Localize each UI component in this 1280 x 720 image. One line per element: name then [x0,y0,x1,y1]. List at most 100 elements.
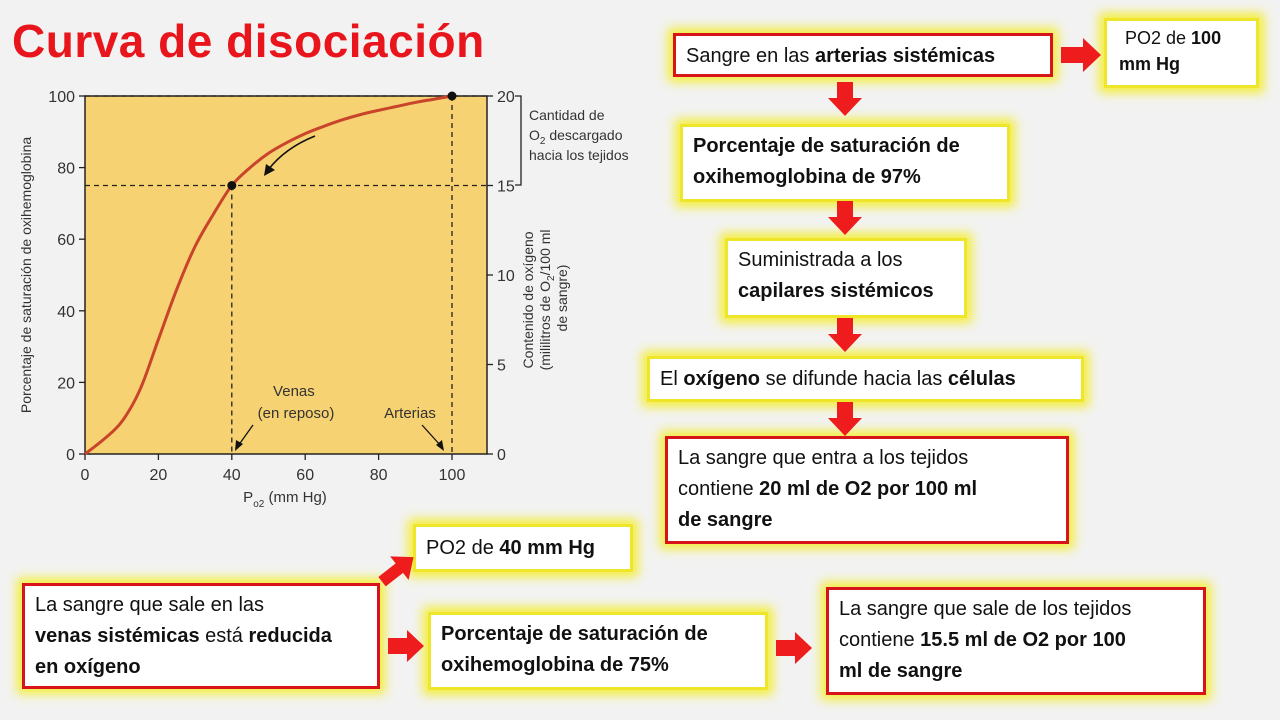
po2-40-pre: PO2 de [426,537,500,559]
venas-pointer-arrow [237,424,254,447]
x-tick-label: 0 [81,467,90,484]
entra-bold3: de sangre [678,509,773,531]
y-tick-label: 0 [66,447,75,464]
venas-bold3: en oxígeno [35,656,141,678]
arrow-down-icon [828,82,862,116]
cantidad-line2-sub: 2 [540,136,546,147]
arrow-down-icon [828,318,862,352]
box-venas-sistemicas: La sangre que sale en las venas sistémic… [22,583,380,689]
y-tick-label: 80 [57,161,75,178]
y-axis-label: Porcentaje de saturación de oxihemoglobi… [18,137,34,414]
po2-40-bold: 40 mm Hg [499,537,595,559]
x-tick-label: 60 [296,467,314,484]
difunde-mid: se difunde hacia las [760,368,948,390]
sale-bold2: 15.5 ml de O2 por 100 [920,629,1126,651]
venas-bold2: reducida [248,625,332,647]
y2-label-line2-sub: 2 [546,275,557,281]
arrow-down-icon [828,201,862,235]
arterias-text: Sangre en las [686,45,815,67]
entra-bold2: 20 ml de O2 por 100 ml [759,478,978,500]
arterias-pointer-arrowhead [436,440,444,451]
x-axis-ticks: 0 20 40 60 80 100 [81,454,466,484]
x-axis-label: Po2 (mm Hg) [243,489,327,510]
cantidad-line1: Cantidad de [529,107,605,123]
box-po2-40: PO2 de 40 mm Hg [413,524,633,572]
capilares-line1: Suministrada a los [738,249,903,271]
curve-direction-arrowhead [264,164,275,176]
arrow-right-icon [1061,38,1101,72]
y2-label-line1: Contenido de oxígeno [520,231,536,368]
x-tick-label: 40 [223,467,241,484]
sat75-line2: oxihemoglobina de 75% [441,654,669,676]
venas-pointer-arrowhead [235,440,243,451]
box-sangre-entra: La sangre que entra a los tejidos contie… [665,436,1069,544]
box-saturacion-97: Porcentaje de saturación de oxihemoglobi… [680,124,1010,202]
x-tick-label: 100 [439,467,466,484]
y-tick-label: 20 [57,375,75,392]
box-saturacion-75: Porcentaje de saturación de oxihemoglobi… [428,612,768,690]
y2-axis-ticks: 0 5 10 15 20 [487,89,515,464]
x-tick-label: 80 [370,467,388,484]
box-difunde: El oxígeno se difunde hacia las células [647,356,1084,402]
data-point [447,91,457,101]
box-arterias-sistemicas: Sangre en las arterias sistémicas [673,33,1053,77]
venas-bold1: venas sistémicas [35,625,200,647]
box-po2-100: PO2 de 100 mm Hg [1104,18,1259,88]
venas-line1: La sangre que sale en las [35,594,265,616]
cantidad-line2-prefix: O [529,127,540,143]
cantidad-bracket [515,95,522,186]
venas-mid: está [199,625,249,647]
x-label-suffix: (mm Hg) [264,489,327,506]
page-title: Curva de disociación [12,15,485,67]
difunde-pre: El [660,368,684,390]
arrow-diagonal-icon [378,556,414,587]
cantidad-line3: hacia los tejidos [529,147,629,163]
capilares-line2: capilares sistémicos [738,280,934,302]
chart-plot-area [84,95,488,455]
y2-label-line2-prefix: (mililitros de O [537,281,553,371]
box-sangre-sale: La sangre que sale de los tejidos contie… [826,587,1206,695]
y-tick-label: 40 [57,304,75,321]
y-tick-label: 100 [48,89,75,106]
curve-direction-arrow [267,135,316,171]
sat75-line1: Porcentaje de saturación de [441,623,708,645]
box-capilares: Suministrada a los capilares sistémicos [725,238,967,318]
annotation-venas: Venas (en reposo) [258,383,335,422]
dissociation-chart: 0 20 40 60 80 100 0 5 10 15 20 0 20 40 60 80 100 Porce… [10,78,670,518]
arterias-bold: arterias sistémicas [814,45,996,67]
sat97-line1: Porcentaje de saturación de [693,135,960,157]
data-point [227,181,237,190]
venas-line2: (en reposo) [258,405,335,422]
annotation-arterias: Arterias [384,405,436,422]
x-tick-label: 20 [150,467,168,484]
chart-svg: 0 20 40 60 80 100 0 5 10 15 20 0 20 40 60 80 100 Porce… [18,89,629,510]
difunde-bold2: células [947,368,1016,390]
y2-tick-label: 0 [497,447,506,464]
venas-line1: Venas [273,383,315,400]
po2-100-pre: PO2 de [1125,28,1192,48]
sale-bold3: ml de sangre [839,660,963,682]
entra-pre2: contiene [678,478,760,500]
sale-line1: La sangre que sale de los tejidos [839,598,1132,620]
x-label-sub: o2 [253,499,265,510]
sat97-line2: oxihemoglobina de 97% [693,166,921,188]
reference-dashed-lines [85,95,487,454]
entra-line1: La sangre que entra a los tejidos [678,447,969,469]
annotation-cantidad: Cantidad de O2 descargado hacia los teji… [529,107,629,163]
arterias-pointer-arrow [421,424,442,447]
difunde-bold1: oxígeno [683,368,761,390]
sale-pre2: contiene [839,629,921,651]
po2-100-unit: mm Hg [1119,54,1181,74]
x-label-prefix: P [243,489,253,506]
dissociation-curve [84,94,453,456]
y2-tick-label: 10 [497,268,515,285]
po2-100-line2: mm Hg [1119,51,1244,77]
y2-label-line2-suffix: /100 ml [537,229,553,275]
po2-100-line1: PO2 de 100 [1119,25,1244,51]
y2-tick-label: 15 [497,179,515,196]
arrow-right-icon [776,632,812,664]
y2-tick-label: 20 [497,89,515,106]
y2-axis-label: Contenido de oxígeno (mililitros de O2/1… [520,226,570,371]
y2-label-line3: de sangre) [554,265,570,332]
po2-100-value: 100 [1191,28,1222,48]
